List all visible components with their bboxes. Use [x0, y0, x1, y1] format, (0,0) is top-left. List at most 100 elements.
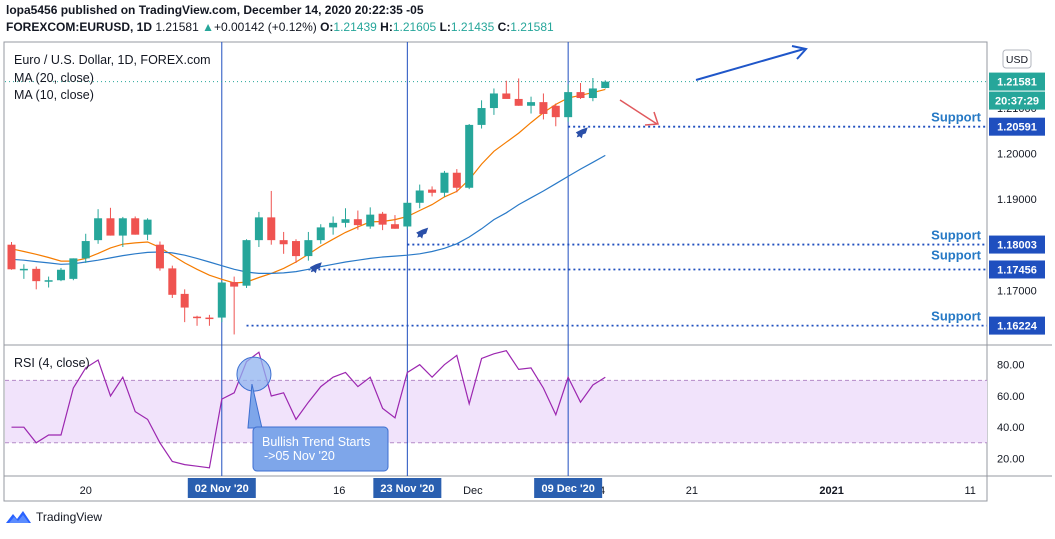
red-arrow-head	[644, 111, 660, 126]
marker-date-label: 23 Nov '20	[380, 483, 434, 495]
price-tick-label: 1.17000	[997, 285, 1037, 297]
currency-badge	[1002, 49, 1032, 69]
candle-body	[403, 202, 412, 227]
candle-body	[329, 222, 338, 228]
candle-body	[44, 280, 53, 282]
symbol-name: FOREXCOM:EURUSD, 1D	[6, 20, 153, 34]
candle-body	[489, 93, 498, 109]
candle-body	[415, 190, 424, 203]
support-label: Support	[931, 228, 981, 243]
candle-body	[378, 213, 387, 225]
ma10-line	[11, 154, 606, 274]
last-price-text: 1.21581	[155, 20, 199, 34]
candle-body	[588, 88, 597, 99]
time-tick-label: 11	[964, 485, 975, 497]
rsi-tick-label: 80.00	[997, 360, 1025, 372]
highlight-circle	[236, 356, 272, 392]
candle-body	[168, 268, 177, 295]
candle-body	[601, 81, 610, 89]
support-4-label: 1.16224	[997, 321, 1038, 333]
candle-body	[106, 218, 115, 236]
candle-body	[576, 92, 585, 99]
candle-body	[366, 214, 375, 227]
low-label: L:	[439, 20, 451, 34]
price-change: +0.00142 (+0.12%)	[213, 20, 317, 34]
candle-body	[205, 317, 214, 320]
candle-body	[56, 269, 65, 281]
time-tick-label: Dec	[463, 485, 483, 497]
time-tick-label: 16	[333, 485, 345, 497]
candle-body	[292, 241, 301, 257]
candle-body	[502, 93, 511, 99]
symbol-info: FOREXCOM:EURUSD, 1D 1.21581 ▲+0.00142 (+…	[6, 20, 554, 34]
time-tick-label: 20	[80, 485, 92, 497]
footer-brand: TradingView	[36, 510, 103, 524]
candle-body	[94, 218, 103, 241]
marker-date-box	[534, 478, 603, 498]
high-label: H:	[380, 20, 393, 34]
candle-body	[428, 189, 437, 193]
support-1-label: 1.20591	[997, 122, 1037, 134]
callout-line-2: ->05 Nov '20	[264, 449, 335, 463]
candle-body	[341, 219, 350, 223]
support-3-box	[989, 260, 1045, 279]
publish-info: lopa5456 published on TradingView.com, D…	[6, 3, 424, 17]
candle-body	[143, 219, 152, 235]
countdown-box	[989, 91, 1045, 110]
red-arrow-line	[619, 99, 658, 125]
candle-body	[81, 241, 90, 259]
time-tick-label: 2021	[819, 485, 843, 497]
last-price-box	[989, 72, 1045, 91]
close-label: C:	[497, 20, 511, 34]
candle-body	[118, 218, 127, 236]
high-value: 1.21605	[392, 20, 437, 34]
candle-body	[353, 219, 362, 226]
price-tick-label: 1.19000	[997, 194, 1037, 206]
candle-body	[304, 240, 313, 257]
ma20-legend: MA (20, close)	[14, 71, 94, 85]
rsi-legend: RSI (4, close)	[14, 356, 90, 370]
candle-body	[514, 98, 523, 106]
rsi-band	[5, 380, 987, 443]
candle-body	[7, 244, 16, 270]
rsi-tick-label: 40.00	[997, 422, 1025, 434]
candle-body	[390, 224, 399, 229]
support-2-box	[989, 235, 1045, 254]
support-3-label: 1.17456	[997, 264, 1037, 276]
trend-arrow-head	[791, 45, 808, 60]
candle-body	[217, 282, 226, 318]
support-label: Support	[931, 247, 981, 262]
candle-body	[477, 108, 486, 125]
up-arrow-icon: ▲	[202, 20, 214, 34]
rsi-line	[11, 350, 606, 469]
support-label: Support	[931, 110, 981, 125]
callout-line-1: Bullish Trend Starts	[262, 435, 370, 449]
rocket-icon	[416, 227, 429, 239]
chart-title: Euro / U.S. Dollar, 1D, FOREX.com	[14, 53, 211, 67]
time-tick-label: 21	[686, 485, 698, 497]
candle-body	[551, 105, 560, 118]
chart-frame	[3, 41, 988, 502]
rocket-icon	[309, 262, 322, 274]
rocket-icon	[575, 127, 588, 139]
support-1-box	[989, 117, 1045, 136]
marker-date-box	[373, 478, 442, 498]
callout-box	[252, 426, 389, 472]
candle-body	[180, 293, 189, 308]
candle-body	[539, 102, 548, 114]
candle-body	[279, 240, 288, 245]
tradingview-logo-icon	[6, 511, 31, 523]
candle-body	[131, 218, 140, 235]
candle-body	[267, 217, 276, 241]
candle-body	[19, 268, 28, 271]
marker-date-label: 09 Dec '20	[541, 483, 594, 495]
price-tick-label: 1.20000	[997, 149, 1037, 161]
open-value: 1.21439	[333, 20, 377, 34]
rsi-tick-label: 20.00	[997, 453, 1025, 465]
currency-text: USD	[1006, 54, 1029, 66]
candle-body	[32, 268, 41, 282]
candle-body	[230, 282, 239, 287]
candle-body	[564, 92, 573, 118]
support-4-box	[989, 316, 1045, 335]
